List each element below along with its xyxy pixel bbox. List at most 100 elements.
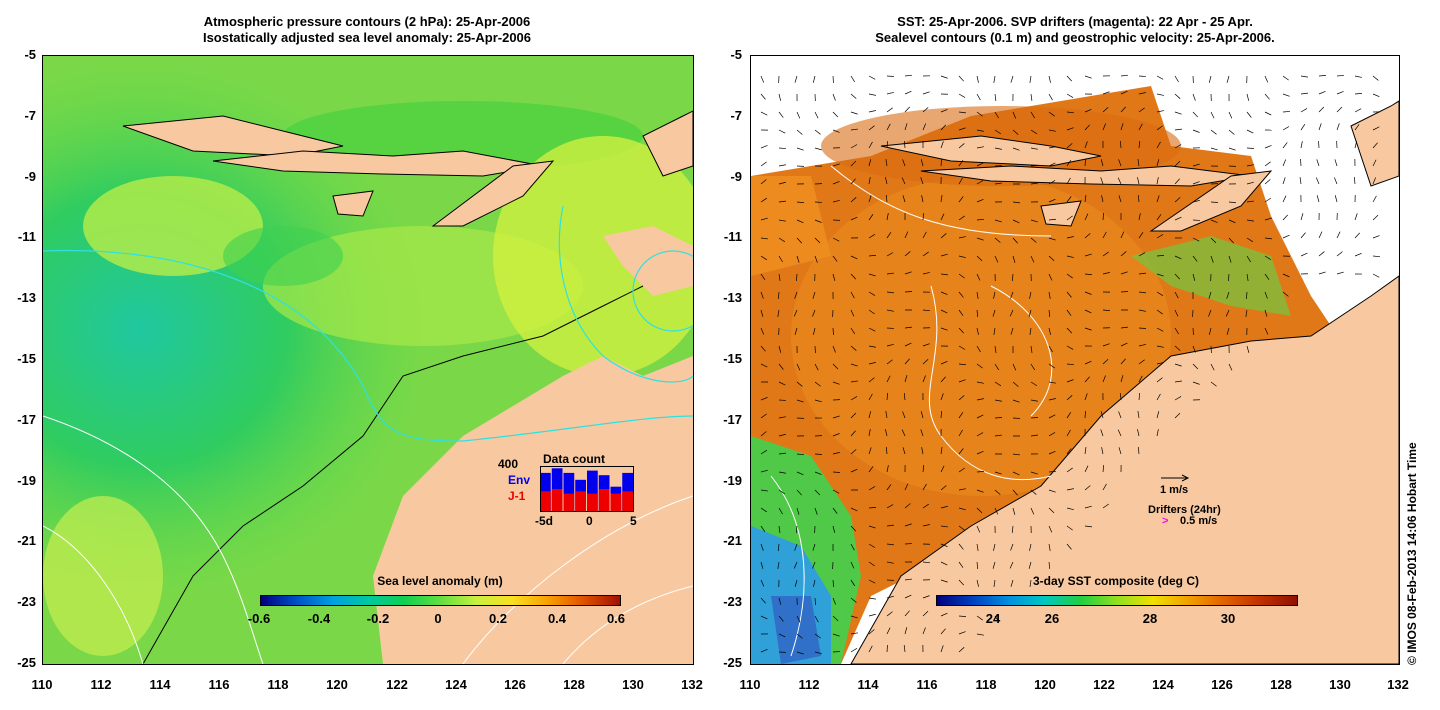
velocity-arrow <box>940 393 944 401</box>
velocity-arrow <box>1156 411 1160 419</box>
velocity-arrow <box>868 309 875 315</box>
velocity-arrow <box>760 525 766 533</box>
velocity-arrow <box>1137 159 1140 167</box>
velocity-arrow <box>1010 543 1014 551</box>
velocity-arrow <box>778 147 787 149</box>
velocity-arrow <box>1282 93 1290 97</box>
left-xtick: 122 <box>386 677 408 692</box>
velocity-arrow <box>1300 213 1304 221</box>
velocity-arrow <box>1100 429 1104 437</box>
velocity-arrow <box>976 93 981 101</box>
velocity-arrow <box>1066 363 1075 366</box>
velocity-arrow <box>976 291 979 299</box>
velocity-arrow <box>850 309 855 317</box>
velocity-arrow <box>1336 271 1344 275</box>
velocity-arrow <box>1066 309 1072 316</box>
velocity-arrow <box>1156 125 1163 131</box>
velocity-arrow <box>868 561 875 567</box>
velocity-arrow <box>760 597 766 604</box>
velocity-arrow <box>1228 147 1236 151</box>
velocity-arrow <box>1282 291 1289 297</box>
velocity-arrow <box>1012 201 1020 204</box>
velocity-arrow <box>850 632 858 635</box>
velocity-arrow <box>1228 201 1236 204</box>
velocity-arrow <box>1030 471 1038 475</box>
velocity-arrow <box>832 615 839 622</box>
velocity-arrow <box>794 543 798 551</box>
velocity-arrow <box>993 75 996 83</box>
velocity-arrow <box>778 615 784 622</box>
velocity-arrow <box>940 561 948 566</box>
velocity-arrow <box>1334 195 1338 203</box>
velocity-arrow <box>901 177 906 185</box>
velocity-arrow <box>1084 291 1092 295</box>
velocity-arrow <box>1264 273 1270 280</box>
velocity-arrow <box>1137 177 1140 185</box>
velocity-arrow <box>1264 255 1272 261</box>
sla-colorbar-title: Sea level anomaly (m) <box>377 574 503 588</box>
velocity-arrow <box>832 489 840 494</box>
velocity-arrow <box>994 434 1002 437</box>
velocity-arrow <box>1029 291 1032 299</box>
velocity-arrow <box>922 309 931 312</box>
velocity-arrow <box>1228 129 1235 135</box>
velocity-arrow <box>760 217 768 221</box>
velocity-arrow <box>1084 485 1091 491</box>
velocity-arrow <box>796 111 801 119</box>
velocity-arrow <box>886 484 892 491</box>
velocity-arrow <box>778 219 786 222</box>
velocity-arrow <box>1138 359 1145 365</box>
sst-map <box>751 56 1399 664</box>
velocity-arrow <box>1334 159 1338 167</box>
velocity-arrow <box>993 543 996 551</box>
velocity-arrow <box>1282 195 1287 203</box>
velocity-arrow <box>1010 579 1014 587</box>
sst-cb-tick: 30 <box>1220 611 1236 626</box>
velocity-arrow <box>796 633 803 639</box>
velocity-arrow <box>886 107 893 113</box>
inset-j1-bar <box>598 489 610 512</box>
velocity-arrow <box>1084 273 1092 276</box>
left-xtick: 124 <box>445 677 467 692</box>
velocity-arrow <box>778 273 781 281</box>
velocity-arrow <box>1138 75 1147 77</box>
velocity-arrow <box>904 90 912 95</box>
velocity-arrow <box>1228 219 1236 224</box>
velocity-arrow <box>1029 543 1032 551</box>
velocity-arrow <box>1245 309 1248 317</box>
velocity-arrow <box>903 645 906 653</box>
velocity-arrow <box>1084 410 1086 419</box>
velocity-arrow <box>1030 434 1038 437</box>
velocity-arrow <box>902 411 906 419</box>
velocity-arrow <box>1228 111 1233 119</box>
velocity-arrow <box>1174 75 1179 83</box>
velocity-arrow <box>796 255 800 263</box>
velocity-arrow <box>904 594 912 599</box>
velocity-arrow <box>1156 393 1161 401</box>
velocity-arrow <box>1282 159 1287 167</box>
velocity-arrow <box>922 375 926 383</box>
right-ytick: -9 <box>730 169 742 184</box>
velocity-arrow <box>958 488 966 491</box>
velocity-arrow <box>958 236 966 239</box>
velocity-arrow <box>1156 177 1159 185</box>
velocity-arrow <box>1048 75 1051 83</box>
velocity-arrow <box>958 412 964 419</box>
velocity-arrow <box>1174 93 1181 99</box>
velocity-arrow <box>850 216 858 221</box>
velocity-arrow <box>922 212 925 221</box>
velocity-arrow <box>976 489 984 493</box>
velocity-arrow <box>1120 123 1124 131</box>
velocity-arrow <box>1102 251 1109 257</box>
velocity-arrow <box>868 141 873 149</box>
drifter-scale-label: 0.5 m/s <box>1180 515 1218 527</box>
velocity-arrow <box>940 543 948 547</box>
velocity-arrow <box>922 595 930 599</box>
velocity-arrow <box>976 129 984 132</box>
velocity-arrow <box>1066 488 1074 491</box>
velocity-arrow <box>1226 291 1230 299</box>
velocity-arrow <box>832 597 836 605</box>
velocity-arrow <box>922 231 927 239</box>
velocity-arrow <box>1372 177 1376 185</box>
velocity-arrow <box>1246 93 1250 101</box>
